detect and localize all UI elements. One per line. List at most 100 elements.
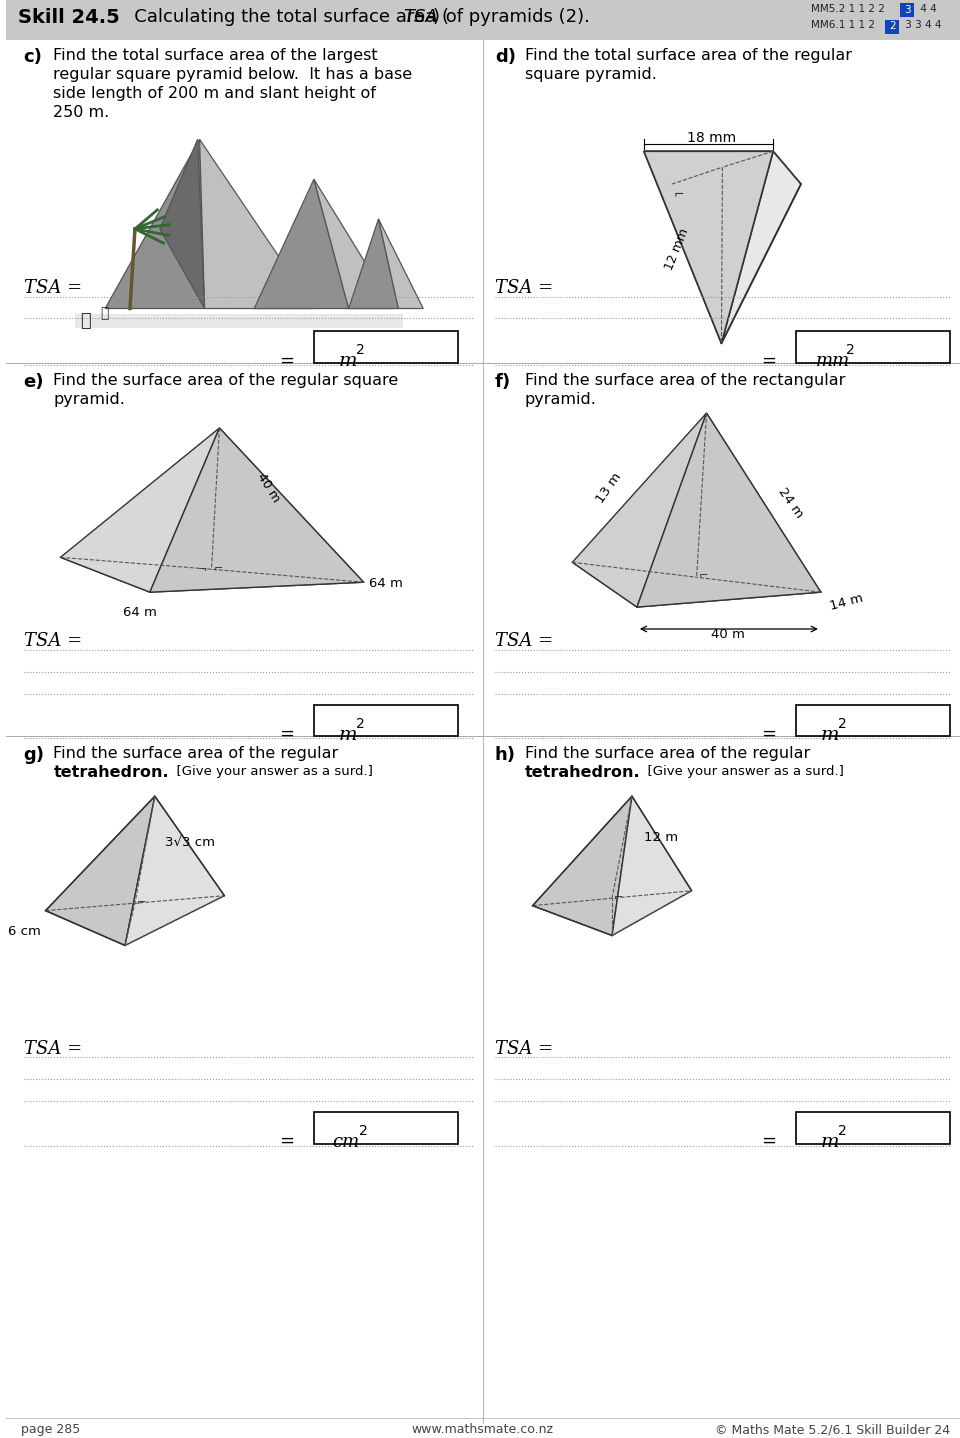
Polygon shape	[150, 429, 364, 592]
Text: 2: 2	[838, 716, 847, 731]
Text: ⌐: ⌐	[614, 894, 623, 903]
Polygon shape	[644, 151, 801, 184]
Text: g): g)	[24, 746, 45, 765]
Text: f): f)	[494, 374, 511, 391]
Text: regular square pyramid below.  It has a base: regular square pyramid below. It has a b…	[54, 66, 413, 82]
Text: 40 m: 40 m	[254, 470, 282, 505]
Text: tetrahedron.: tetrahedron.	[524, 765, 640, 781]
Text: TSA =: TSA =	[24, 1040, 82, 1058]
Polygon shape	[45, 797, 155, 945]
Text: 40 m: 40 m	[711, 628, 745, 641]
Bar	[6, 0, 960, 40]
Text: TSA =: TSA =	[24, 631, 82, 650]
Text: Skill 24.5: Skill 24.5	[17, 9, 119, 27]
Text: tetrahedron.: tetrahedron.	[54, 765, 169, 781]
Text: 2: 2	[889, 22, 896, 30]
Text: 250 m.: 250 m.	[54, 105, 109, 119]
Text: ⌐: ⌐	[699, 572, 708, 582]
Text: Find the surface area of the rectangular: Find the surface area of the rectangular	[524, 374, 845, 388]
Text: Find the total surface area of the largest: Find the total surface area of the large…	[54, 47, 378, 63]
Text: h): h)	[494, 746, 516, 765]
Text: 🐪: 🐪	[81, 312, 91, 329]
Text: page 285: page 285	[21, 1424, 80, 1437]
Text: 64 m: 64 m	[123, 605, 156, 620]
Text: side length of 200 m and slant height of: side length of 200 m and slant height of	[54, 86, 376, 101]
Text: 2: 2	[359, 1123, 368, 1137]
Text: =: =	[279, 1132, 294, 1149]
Text: Find the surface area of the regular square: Find the surface area of the regular squ…	[54, 374, 398, 388]
Text: pyramid.: pyramid.	[524, 393, 596, 407]
Polygon shape	[60, 429, 220, 592]
Polygon shape	[314, 180, 394, 309]
Polygon shape	[572, 413, 707, 607]
Text: www.mathsmate.co.nz: www.mathsmate.co.nz	[412, 1424, 554, 1437]
Polygon shape	[644, 151, 721, 344]
Text: 3 3 4 4: 3 3 4 4	[902, 20, 942, 30]
Text: =: =	[279, 725, 294, 742]
Text: m: m	[821, 1133, 839, 1150]
Text: 13 m: 13 m	[594, 470, 624, 505]
Text: pyramid.: pyramid.	[54, 393, 126, 407]
Text: ⌐: ⌐	[137, 899, 146, 909]
Polygon shape	[200, 139, 314, 309]
Text: =: =	[761, 1132, 777, 1149]
Text: 2: 2	[838, 1123, 847, 1137]
Polygon shape	[254, 180, 348, 309]
Text: c): c)	[24, 47, 42, 66]
Bar	[314, 1112, 458, 1143]
Polygon shape	[378, 219, 423, 309]
Text: TSA: TSA	[403, 9, 438, 26]
Bar	[900, 3, 914, 17]
Text: ) of pyramids (2).: ) of pyramids (2).	[433, 9, 590, 26]
Text: 24 m: 24 m	[775, 485, 805, 521]
Text: m: m	[339, 726, 357, 743]
Text: 🐪: 🐪	[100, 306, 108, 321]
Text: MM5.2 1 1 2 2: MM5.2 1 1 2 2	[811, 4, 885, 14]
Text: 3√3 cm: 3√3 cm	[165, 835, 215, 848]
Text: TSA =: TSA =	[494, 631, 553, 650]
Bar	[796, 1112, 950, 1143]
Text: 2: 2	[846, 344, 854, 358]
Polygon shape	[106, 139, 204, 309]
Text: =: =	[761, 725, 777, 742]
Bar	[796, 331, 950, 364]
Polygon shape	[348, 219, 398, 309]
Text: cm: cm	[332, 1133, 359, 1150]
Polygon shape	[533, 797, 632, 936]
Text: TSA =: TSA =	[494, 279, 553, 296]
Text: TSA =: TSA =	[494, 1040, 553, 1058]
Text: =: =	[279, 351, 294, 370]
Text: 2: 2	[355, 344, 365, 358]
Text: Find the surface area of the regular: Find the surface area of the regular	[524, 746, 810, 762]
Text: [Give your answer as a surd.]: [Give your answer as a surd.]	[168, 765, 372, 778]
Text: 14 m: 14 m	[828, 591, 865, 613]
Polygon shape	[220, 429, 364, 582]
Text: 4 4: 4 4	[917, 4, 937, 14]
Bar	[796, 705, 950, 736]
Polygon shape	[612, 797, 691, 936]
Bar	[314, 331, 458, 364]
Text: 6 cm: 6 cm	[8, 925, 40, 938]
Text: MM6.1 1 1 2: MM6.1 1 1 2	[811, 20, 875, 30]
Text: square pyramid.: square pyramid.	[524, 66, 657, 82]
Polygon shape	[159, 139, 204, 309]
Text: m: m	[339, 352, 357, 371]
Polygon shape	[125, 797, 225, 945]
Text: 18 mm: 18 mm	[687, 131, 736, 145]
Text: ⌐: ⌐	[213, 565, 223, 575]
Text: TSA =: TSA =	[24, 279, 82, 296]
Text: 64 m: 64 m	[369, 577, 402, 590]
Text: 2: 2	[355, 716, 365, 731]
Polygon shape	[721, 151, 801, 344]
Polygon shape	[707, 413, 821, 592]
Text: [Give your answer as a surd.]: [Give your answer as a surd.]	[639, 765, 844, 778]
Bar	[885, 20, 900, 35]
Text: Calculating the total surface area (: Calculating the total surface area (	[117, 9, 449, 26]
Text: Find the surface area of the regular: Find the surface area of the regular	[54, 746, 339, 762]
Text: d): d)	[494, 47, 516, 66]
Text: m: m	[821, 726, 839, 743]
Text: ¬: ¬	[198, 565, 206, 575]
Polygon shape	[644, 151, 773, 344]
Text: 3: 3	[904, 4, 911, 14]
Polygon shape	[75, 313, 403, 328]
